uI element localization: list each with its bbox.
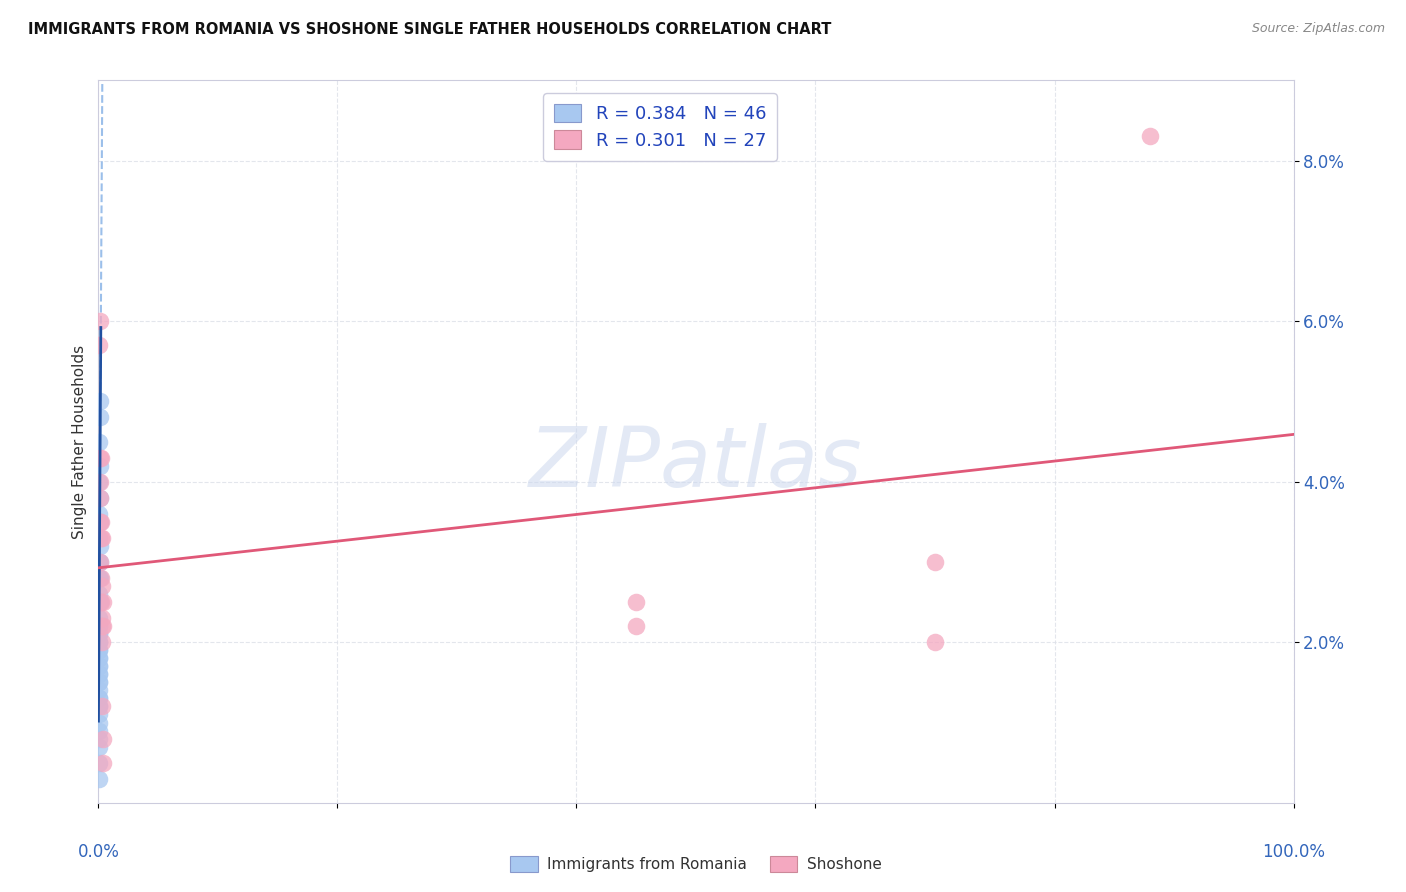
Point [87, 756, 110, 770]
Point [87, 667, 110, 681]
Point [87, 723, 110, 738]
Point [87, 739, 110, 754]
Point [91, 619, 114, 633]
Point [91, 619, 114, 633]
Point [87, 619, 110, 633]
Point [87, 659, 110, 673]
Point [87, 338, 110, 352]
Point [89, 515, 111, 529]
Point [89, 595, 111, 609]
Point [87, 699, 110, 714]
Point [87, 772, 110, 786]
Point [87, 643, 110, 657]
Point [87, 635, 110, 649]
Point [87, 731, 110, 746]
Point [90, 515, 112, 529]
Point [924, 555, 946, 569]
Point [87, 691, 110, 706]
Point [87, 699, 110, 714]
Point [90, 531, 112, 545]
Point [89, 450, 111, 465]
Point [87, 643, 110, 657]
Point [91, 699, 114, 714]
Text: IMMIGRANTS FROM ROMANIA VS SHOSHONE SINGLE FATHER HOUSEHOLDS CORRELATION CHART: IMMIGRANTS FROM ROMANIA VS SHOSHONE SING… [28, 22, 831, 37]
Point [87, 675, 110, 690]
Point [87, 707, 110, 722]
Text: 0.0%: 0.0% [77, 843, 120, 861]
Point [89, 394, 111, 409]
Point [89, 491, 111, 505]
Point [87, 475, 110, 489]
Point [89, 507, 111, 521]
Point [90, 571, 112, 585]
Point [89, 571, 111, 585]
Point [91, 579, 114, 593]
Point [626, 619, 648, 633]
Point [924, 635, 946, 649]
Point [87, 675, 110, 690]
Point [89, 475, 111, 489]
Point [91, 756, 114, 770]
Point [87, 659, 110, 673]
Point [89, 595, 111, 609]
Point [90, 450, 112, 465]
Text: 100.0%: 100.0% [1263, 843, 1324, 861]
Point [87, 434, 110, 449]
Point [91, 595, 114, 609]
Point [91, 635, 114, 649]
Legend: Immigrants from Romania, Shoshone: Immigrants from Romania, Shoshone [505, 850, 887, 879]
Point [626, 595, 648, 609]
Point [91, 731, 114, 746]
Point [91, 611, 114, 625]
Point [87, 587, 110, 601]
Point [87, 611, 110, 625]
Text: ZIPatlas: ZIPatlas [529, 423, 863, 504]
Point [87, 683, 110, 698]
Point [89, 539, 111, 553]
Point [91, 531, 114, 545]
Point [87, 667, 110, 681]
Point [89, 555, 111, 569]
Point [89, 410, 111, 425]
Point [89, 491, 111, 505]
Point [89, 515, 111, 529]
Y-axis label: Single Father Households: Single Father Households [72, 344, 87, 539]
Point [87, 627, 110, 641]
Point [87, 627, 110, 641]
Point [89, 314, 111, 328]
Point [87, 651, 110, 665]
Point [87, 651, 110, 665]
Point [89, 619, 111, 633]
Point [90, 595, 112, 609]
Point [87, 531, 110, 545]
Point [87, 571, 110, 585]
Point [87, 691, 110, 706]
Point [89, 555, 111, 569]
Point [1139, 129, 1161, 144]
Point [89, 458, 111, 473]
Text: Source: ZipAtlas.com: Source: ZipAtlas.com [1251, 22, 1385, 36]
Point [89, 555, 111, 569]
Point [87, 635, 110, 649]
Point [87, 715, 110, 730]
